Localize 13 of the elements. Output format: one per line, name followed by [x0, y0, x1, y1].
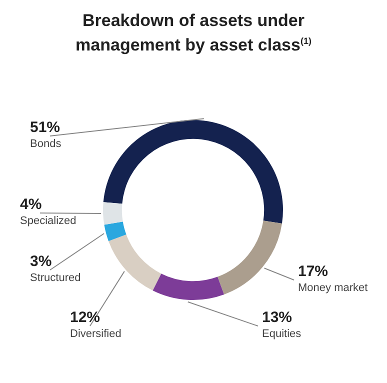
slice-label: Specialized: [20, 215, 76, 228]
data-label: 4%: [20, 196, 42, 214]
slice-label: Bonds: [30, 138, 62, 150]
data-label: 51%: [30, 119, 60, 136]
slice-label: Money market: [298, 282, 368, 294]
data-label: 12%: [70, 309, 100, 326]
slice-label: Diversified: [70, 328, 122, 340]
data-label: 17%: [298, 263, 328, 280]
data-label: 13%: [262, 309, 292, 326]
slice-label: Structured: [30, 272, 81, 284]
data-label: 3%: [30, 253, 52, 270]
slice-label: Equities: [262, 328, 302, 340]
chart-title: Breakdown of assets under management by asset class$^{(1)}$: [74, 10, 312, 56]
